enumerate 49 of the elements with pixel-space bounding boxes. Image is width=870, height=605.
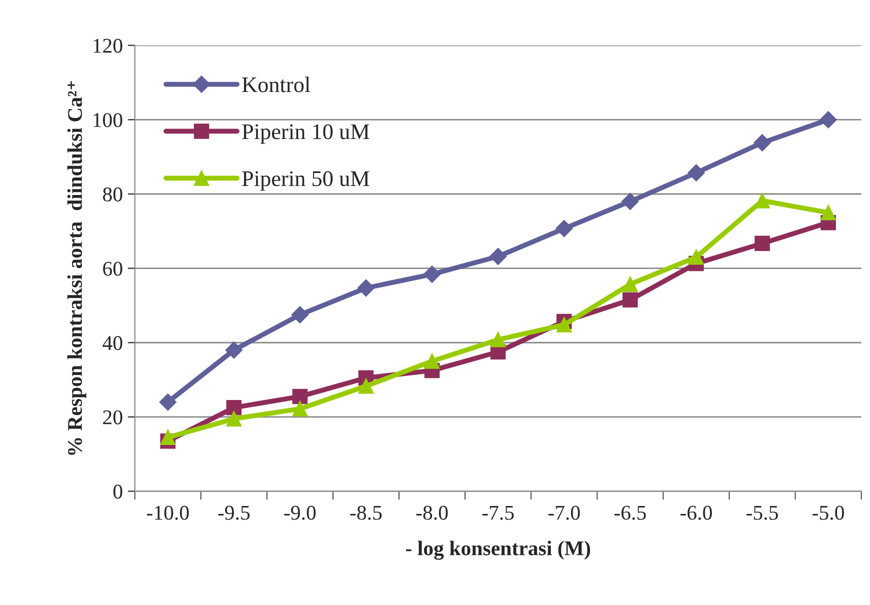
- x-tick-label: -10.0: [146, 506, 189, 520]
- legend-label: Piperin 50 uM: [242, 171, 370, 191]
- point: [754, 193, 770, 208]
- point: [490, 332, 506, 348]
- x-tick-label: -8.5: [350, 506, 382, 520]
- x-tick-label: -6.0: [680, 506, 712, 520]
- point: [556, 317, 572, 332]
- x-tick-label: -6.5: [614, 506, 646, 520]
- x-axis-title: - log konsentrasi (M): [406, 540, 590, 560]
- point: [226, 411, 242, 426]
- point: [160, 430, 176, 446]
- y-tick-label: 100: [94, 113, 122, 128]
- point: [490, 248, 507, 265]
- point: [754, 236, 770, 252]
- point: [622, 292, 638, 308]
- point: [423, 266, 441, 283]
- y-tick-label: 40: [102, 336, 122, 350]
- y-tick-label: 60: [103, 262, 122, 276]
- point: [424, 354, 440, 369]
- point: [357, 279, 375, 297]
- point: [292, 388, 308, 404]
- x-tick-label: -5.0: [812, 506, 844, 520]
- x-tick-label: -9.0: [284, 506, 316, 520]
- x-tick-label: -5.5: [746, 506, 778, 520]
- y-axis-title: % Respon kontraksi aorta diinduksi Ca²⁺: [67, 81, 86, 455]
- legend-label: Piperin 10 uM: [242, 124, 370, 144]
- point: [291, 306, 309, 324]
- x-tick-label: -8.0: [416, 506, 448, 520]
- point: [225, 342, 242, 359]
- x-tick-label: -9.5: [218, 506, 250, 520]
- point: [688, 250, 704, 265]
- y-tick-label: 80: [103, 187, 122, 202]
- point: [820, 111, 837, 128]
- point: [292, 401, 308, 416]
- y-tick-label: 20: [103, 410, 122, 424]
- x-tick-label: -7.5: [482, 506, 514, 520]
- point: [556, 220, 573, 238]
- point: [820, 204, 836, 220]
- point: [688, 164, 705, 182]
- point: [622, 276, 638, 292]
- y-tick-label: 120: [94, 38, 122, 53]
- legend-label: Kontrol: [242, 76, 310, 92]
- point: [754, 134, 771, 152]
- x-tick-label: -7.0: [548, 506, 580, 520]
- y-tick-label: 0: [113, 484, 122, 499]
- point: [358, 378, 374, 394]
- point: [622, 192, 639, 210]
- point: [226, 400, 242, 416]
- point: [159, 394, 176, 411]
